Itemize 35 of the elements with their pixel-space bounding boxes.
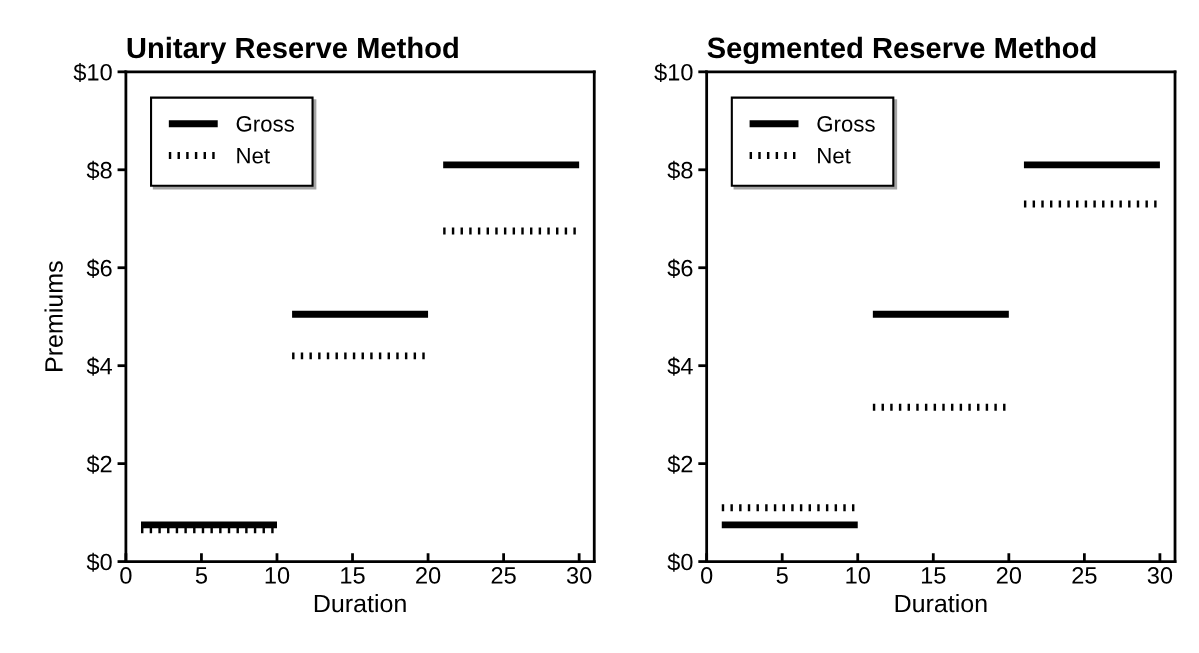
legend-label: Net bbox=[818, 148, 851, 164]
x-tick-label: 25 bbox=[1072, 567, 1097, 584]
x-tick-label: 10 bbox=[265, 567, 290, 584]
x-axis-title: Duration bbox=[314, 594, 406, 613]
y-axis-title: Premiums bbox=[44, 261, 63, 371]
x-tick-label: 15 bbox=[921, 567, 946, 584]
x-tick-label: 15 bbox=[341, 567, 365, 584]
y-tick-label: $2 bbox=[667, 454, 693, 474]
x-tick-label: 25 bbox=[491, 567, 516, 584]
chart-title: Unitary Reserve Method bbox=[127, 36, 458, 64]
legend-label: Gross bbox=[236, 116, 294, 132]
y-tick-label: $10 bbox=[654, 62, 693, 83]
x-tick-label: 5 bbox=[195, 567, 208, 584]
x-tick-label: 20 bbox=[416, 567, 441, 584]
y-tick-label: $6 bbox=[667, 258, 693, 278]
x-tick-label: 10 bbox=[846, 567, 870, 584]
y-tick-label: $8 bbox=[667, 160, 693, 180]
x-tick-label: 20 bbox=[996, 567, 1022, 584]
y-tick-label: $2 bbox=[86, 454, 112, 474]
y-tick-label: $6 bbox=[86, 258, 112, 278]
y-tick-label: $0 bbox=[86, 552, 112, 572]
x-axis-title: Duration bbox=[895, 594, 987, 613]
chart-title: Segmented Reserve Method bbox=[707, 36, 1096, 65]
y-tick-label: $4 bbox=[86, 356, 113, 376]
legend-label: Net bbox=[237, 148, 270, 164]
y-tick-label: $10 bbox=[73, 62, 112, 83]
y-tick-label: $8 bbox=[86, 160, 112, 180]
x-tick-label: 0 bbox=[120, 567, 132, 584]
legend-label: Gross bbox=[817, 116, 875, 132]
y-tick-label: $0 bbox=[667, 552, 693, 572]
x-tick-label: 30 bbox=[1147, 567, 1173, 584]
x-tick-label: 5 bbox=[776, 567, 788, 584]
x-tick-label: 0 bbox=[701, 567, 713, 584]
y-tick-label: $4 bbox=[667, 356, 693, 376]
x-tick-label: 30 bbox=[566, 567, 592, 584]
